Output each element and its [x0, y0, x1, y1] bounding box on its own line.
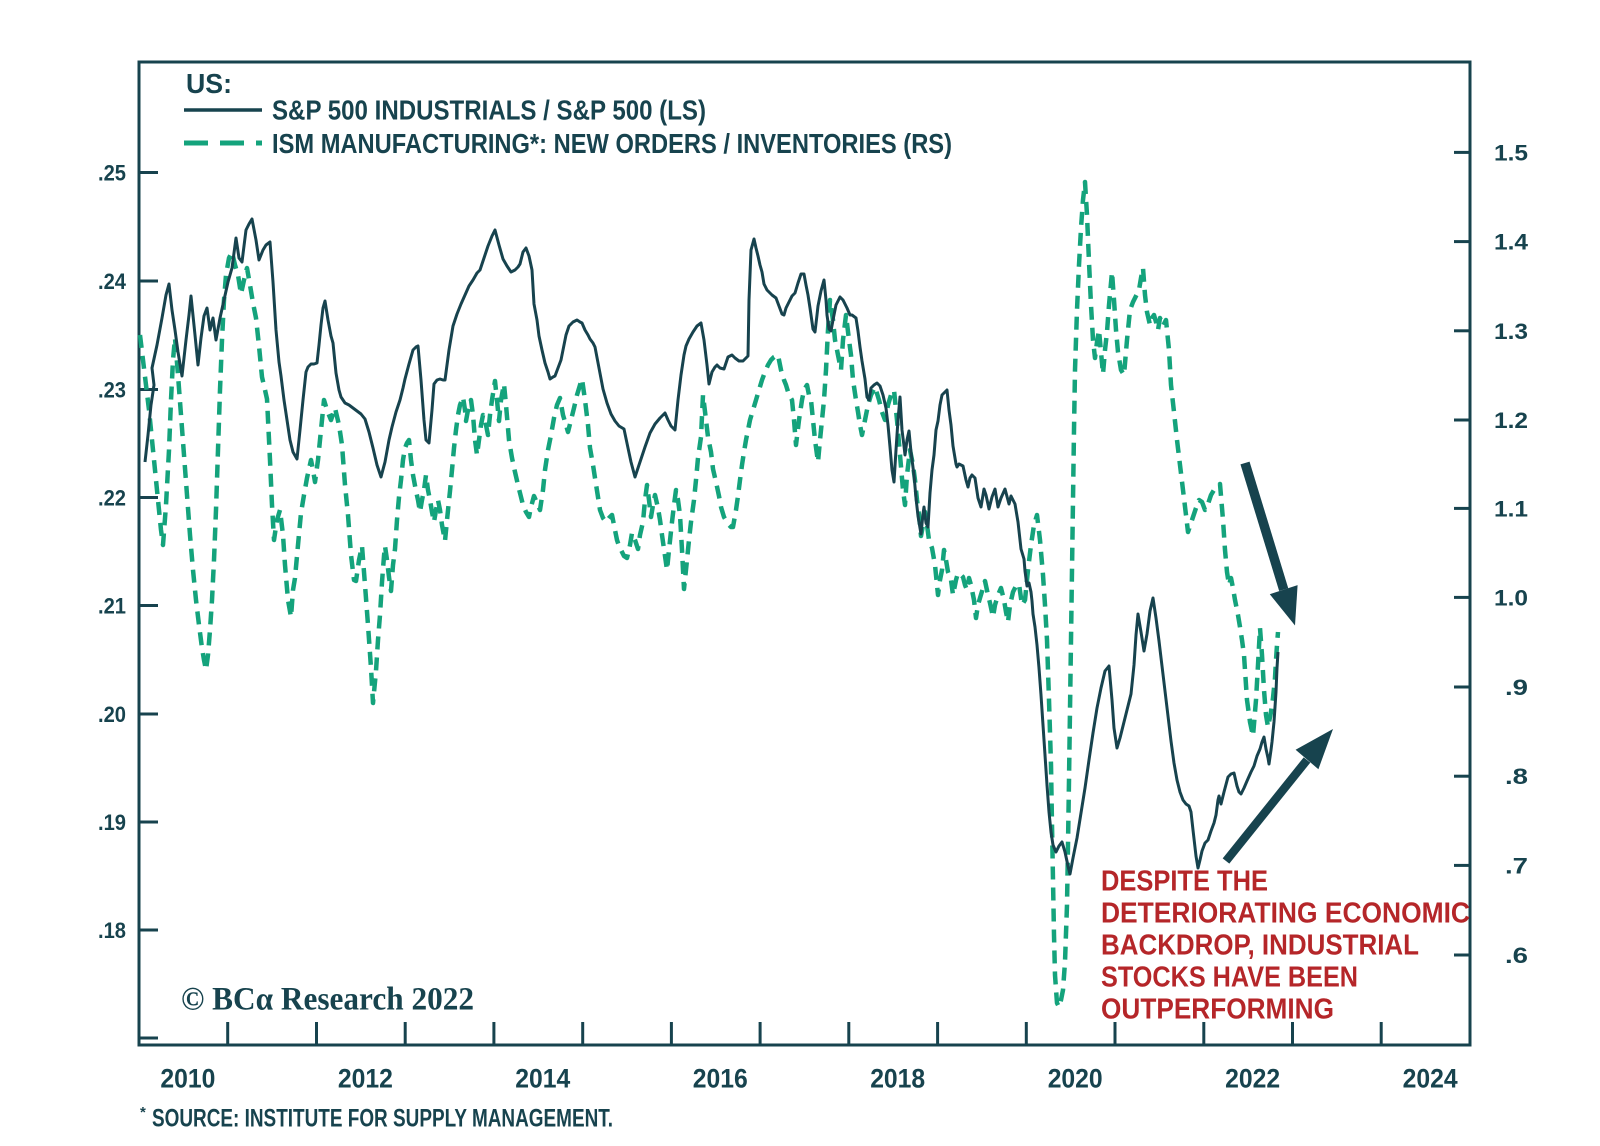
svg-text:*: * [140, 1104, 146, 1121]
svg-text:.6: .6 [1505, 943, 1528, 968]
svg-text:BACKDROP, INDUSTRIAL: BACKDROP, INDUSTRIAL [1101, 930, 1419, 962]
svg-text:DESPITE THE: DESPITE THE [1101, 866, 1268, 898]
svg-text:2022: 2022 [1225, 1064, 1280, 1094]
svg-text:2024: 2024 [1403, 1064, 1458, 1094]
svg-text:.21: .21 [98, 594, 126, 619]
svg-text:ISM MANUFACTURING*: NEW ORDERS: ISM MANUFACTURING*: NEW ORDERS / INVENTO… [272, 128, 952, 159]
svg-text:2010: 2010 [160, 1064, 215, 1094]
svg-text:.25: .25 [98, 161, 126, 186]
svg-text:DETERIORATING ECONOMIC: DETERIORATING ECONOMIC [1101, 898, 1470, 930]
svg-text:STOCKS HAVE BEEN: STOCKS HAVE BEEN [1101, 962, 1358, 994]
svg-text:1.5: 1.5 [1494, 140, 1528, 165]
svg-text:1.2: 1.2 [1494, 408, 1528, 433]
svg-text:1.0: 1.0 [1494, 585, 1528, 610]
svg-text:2020: 2020 [1048, 1064, 1103, 1094]
svg-text:2016: 2016 [693, 1064, 748, 1094]
svg-text:2012: 2012 [338, 1064, 393, 1094]
svg-text:.20: .20 [98, 702, 126, 727]
svg-text:.7: .7 [1505, 853, 1528, 878]
svg-text:2014: 2014 [515, 1064, 570, 1094]
svg-text:SOURCE: INSTITUTE FOR SUPPLY M: SOURCE: INSTITUTE FOR SUPPLY MANAGEMENT. [152, 1105, 613, 1133]
svg-text:.18: .18 [98, 918, 126, 943]
svg-text:2018: 2018 [870, 1064, 925, 1094]
svg-text:1.3: 1.3 [1494, 319, 1528, 344]
svg-text:OUTPERFORMING: OUTPERFORMING [1101, 994, 1334, 1026]
svg-text:US:: US: [186, 68, 232, 99]
svg-text:S&P 500 INDUSTRIALS / S&P 500: S&P 500 INDUSTRIALS / S&P 500 (LS) [272, 95, 706, 126]
svg-text:© BCα Research 2022: © BCα Research 2022 [181, 982, 474, 1018]
svg-text:.24: .24 [98, 269, 127, 294]
svg-text:.9: .9 [1505, 675, 1528, 700]
svg-text:.19: .19 [98, 810, 126, 835]
svg-text:.22: .22 [98, 486, 126, 511]
svg-text:1.1: 1.1 [1494, 496, 1528, 521]
svg-text:.8: .8 [1505, 764, 1528, 789]
svg-text:.23: .23 [98, 378, 126, 403]
svg-text:1.4: 1.4 [1494, 230, 1529, 255]
